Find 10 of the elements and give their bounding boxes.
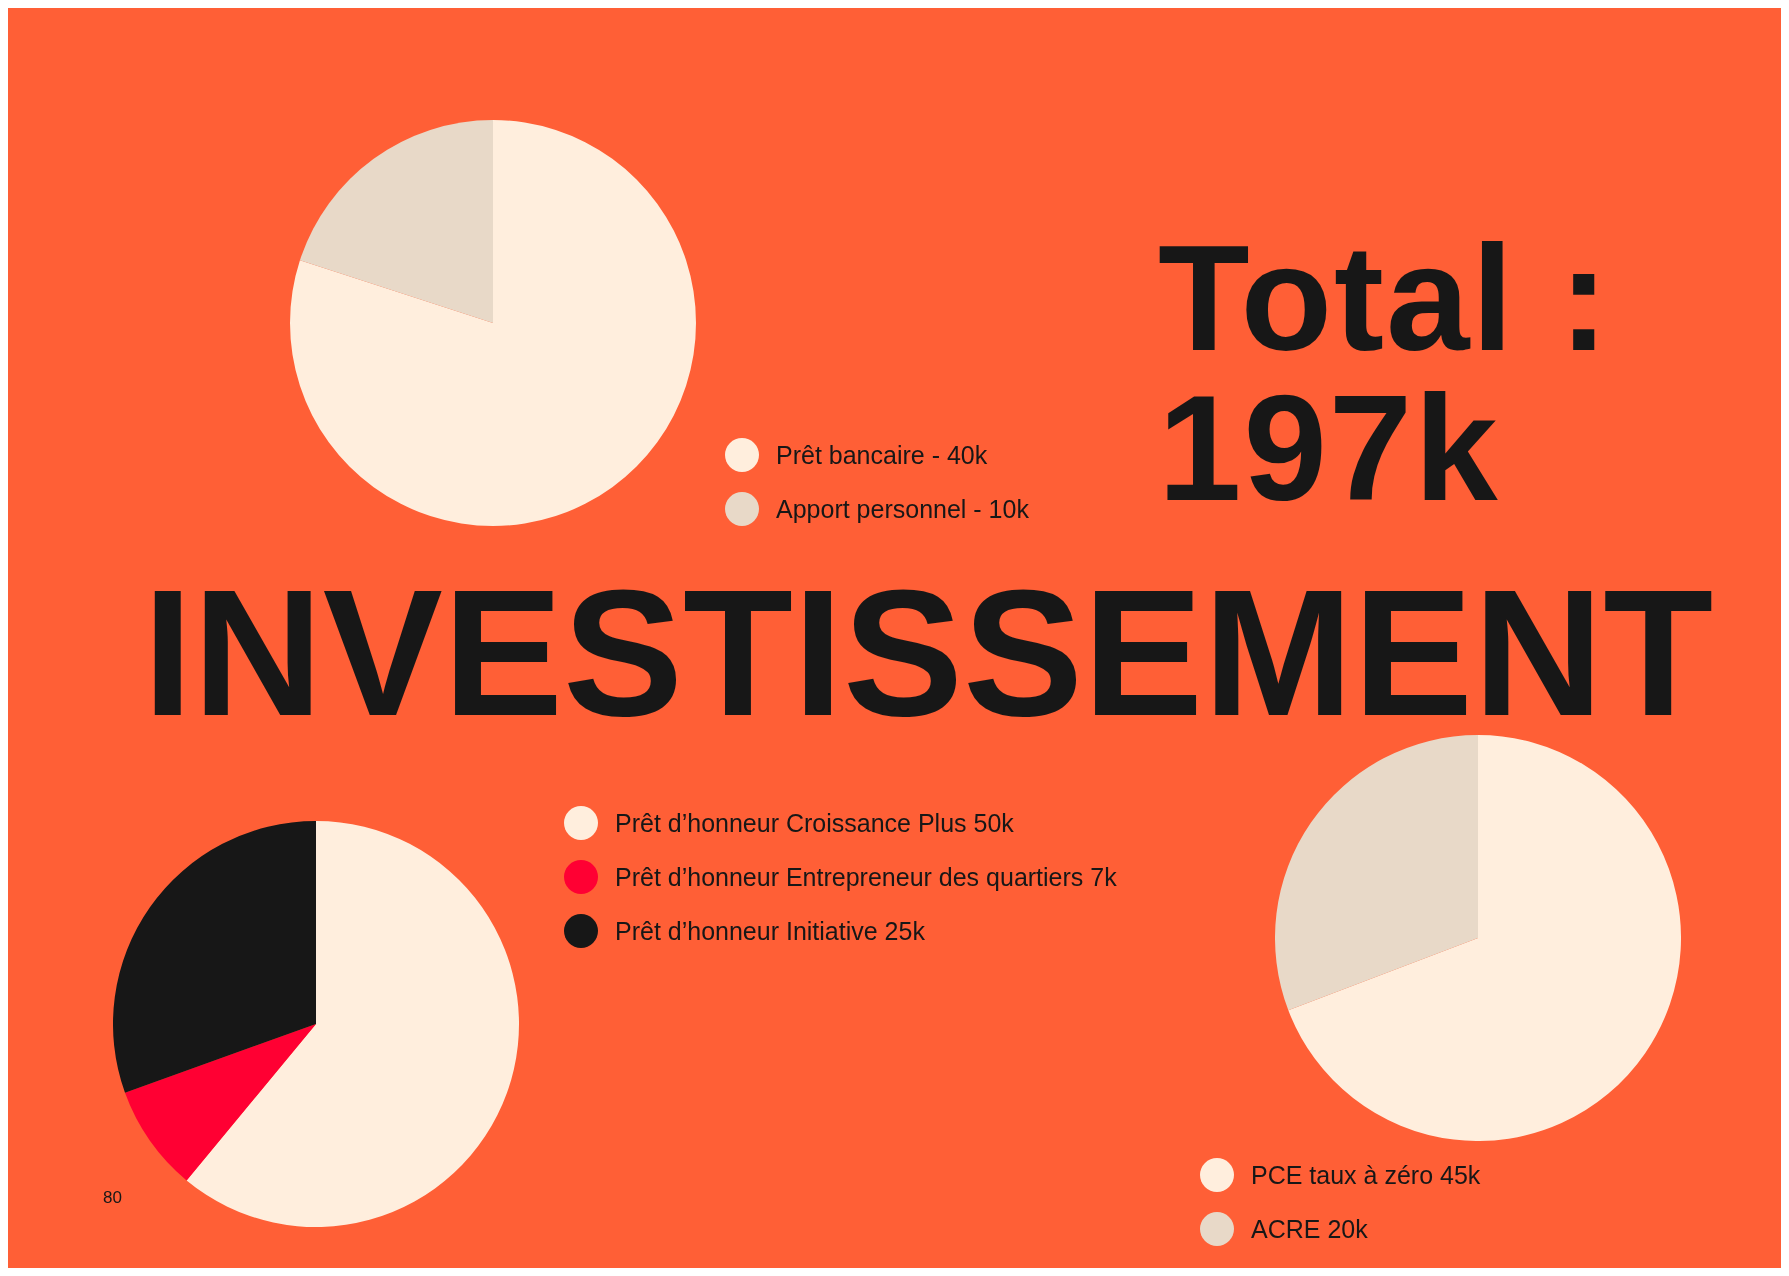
legend-label: Apport personnel - 10k [776,494,1029,524]
text: Total : 197k [1158,214,1612,532]
text: INVESTISSEMENT [141,552,1715,753]
legend-label: Prêt d’honneur Entrepreneur des quartiers 7k [615,862,1117,892]
legend-label: Prêt d’honneur Croissance Plus 50k [615,808,1014,838]
legend-label: PCE taux à zéro 45k [1251,1160,1481,1190]
legend-label: ACRE 20k [1251,1214,1368,1244]
legend-label: Prêt bancaire - 40k [776,440,988,470]
legend-label: Prêt d’honneur Initiative 25k [615,916,925,946]
text: 80 [103,1188,122,1208]
